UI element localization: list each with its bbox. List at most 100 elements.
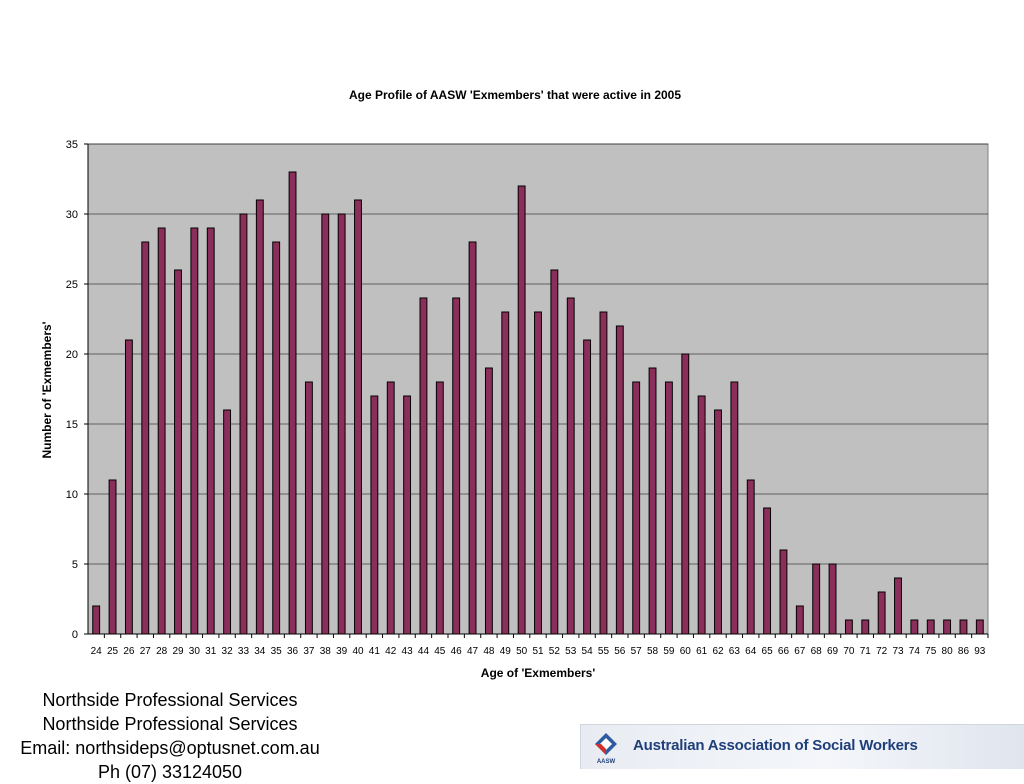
bar-age-33 bbox=[239, 213, 248, 635]
aasw-logo-banner: AASW Australian Association of Social Wo… bbox=[580, 724, 1024, 769]
bar-age-49 bbox=[501, 311, 510, 635]
y-tick-label: 15 bbox=[66, 419, 78, 431]
y-tick-label: 35 bbox=[66, 139, 78, 151]
x-tick-label: 58 bbox=[647, 646, 659, 657]
footer-line-2: Northside Professional Services bbox=[42, 714, 298, 734]
footer-email: Email: northsideps@optusnet.com.au bbox=[20, 738, 320, 758]
bar-age-47 bbox=[468, 241, 477, 635]
bar-age-48 bbox=[484, 367, 493, 635]
y-tick-label: 20 bbox=[66, 349, 78, 361]
bar-age-31 bbox=[206, 227, 215, 635]
bar-age-71 bbox=[861, 619, 870, 635]
x-tick-label: 36 bbox=[287, 646, 299, 657]
x-tick-label: 32 bbox=[222, 646, 234, 657]
x-tick-label: 75 bbox=[925, 646, 937, 657]
bars bbox=[92, 171, 984, 635]
bar-age-27 bbox=[141, 241, 150, 635]
bar-age-46 bbox=[452, 297, 461, 635]
x-tick-label: 39 bbox=[336, 646, 348, 657]
x-tick-label: 80 bbox=[942, 646, 954, 657]
x-tick-label: 93 bbox=[974, 646, 986, 657]
bar-age-52 bbox=[550, 269, 559, 635]
bar-age-55 bbox=[599, 311, 608, 635]
x-tick-label: 26 bbox=[123, 646, 135, 657]
bar-age-43 bbox=[403, 395, 412, 635]
x-tick-label: 24 bbox=[91, 646, 103, 657]
x-tick-label: 70 bbox=[843, 646, 855, 657]
bar-age-86 bbox=[959, 619, 968, 635]
x-tick-label: 69 bbox=[827, 646, 839, 657]
bar-age-62 bbox=[714, 409, 722, 635]
x-tick-label: 47 bbox=[467, 646, 479, 657]
bar-age-42 bbox=[386, 381, 395, 635]
x-tick-label: 55 bbox=[598, 646, 610, 657]
x-tick-label: 65 bbox=[762, 646, 774, 657]
bar-age-67 bbox=[795, 605, 804, 635]
x-axis-label: Age of 'Exmembers' bbox=[481, 666, 596, 680]
logo-text: Australian Association of Social Workers bbox=[633, 737, 918, 754]
x-tick-label: 43 bbox=[402, 646, 414, 657]
x-tick-label: 42 bbox=[385, 646, 397, 657]
x-tick-label: 44 bbox=[418, 646, 430, 657]
x-tick-label: 37 bbox=[303, 646, 315, 657]
bar-age-59 bbox=[664, 381, 673, 635]
x-tick-label: 49 bbox=[500, 646, 512, 657]
bar-chart: Age Profile of AASW 'Exmembers' that wer… bbox=[40, 88, 989, 680]
bar-age-58 bbox=[648, 367, 657, 635]
bar-age-56 bbox=[615, 325, 624, 635]
y-axis-ticks: 0 5 10 15 20 25 30 35 bbox=[66, 139, 88, 641]
bar-age-74 bbox=[910, 619, 919, 635]
chart-title: Age Profile of AASW 'Exmembers' that wer… bbox=[349, 88, 681, 102]
bar-age-51 bbox=[534, 311, 542, 635]
bar-age-50 bbox=[517, 185, 526, 635]
y-tick-label: 5 bbox=[72, 559, 78, 571]
y-tick-label: 0 bbox=[72, 629, 78, 641]
x-tick-label: 52 bbox=[549, 646, 561, 657]
bar-age-41 bbox=[370, 395, 379, 635]
x-tick-label: 31 bbox=[205, 646, 217, 657]
bar-age-34 bbox=[255, 199, 264, 635]
bar-age-63 bbox=[730, 381, 739, 635]
bar-age-53 bbox=[566, 297, 575, 635]
x-tick-label: 29 bbox=[172, 646, 184, 657]
footer-line-1: Northside Professional Services bbox=[42, 690, 298, 710]
x-tick-label: 68 bbox=[811, 646, 823, 657]
x-tick-label: 72 bbox=[876, 646, 888, 657]
x-tick-label: 54 bbox=[582, 646, 594, 657]
y-tick-label: 25 bbox=[66, 279, 78, 291]
x-tick-label: 71 bbox=[860, 646, 872, 657]
bar-age-57 bbox=[632, 381, 641, 635]
bar-age-60 bbox=[681, 353, 690, 635]
x-tick-label: 63 bbox=[729, 646, 741, 657]
x-tick-label: 86 bbox=[958, 646, 970, 657]
x-tick-label: 27 bbox=[140, 646, 152, 657]
bar-age-24 bbox=[92, 605, 101, 635]
gridlines bbox=[88, 143, 988, 565]
x-tick-label: 41 bbox=[369, 646, 381, 657]
x-tick-label: 30 bbox=[189, 646, 201, 657]
x-tick-label: 74 bbox=[909, 646, 921, 657]
bar-age-45 bbox=[435, 381, 444, 635]
bar-age-26 bbox=[124, 339, 133, 635]
bar-age-61 bbox=[697, 395, 706, 635]
x-axis-ticks: 24 25 26 27 28 29 30 31 32 33 34 35 36 37 38 39 40 41 42 43… bbox=[91, 634, 989, 657]
bar-age-38 bbox=[321, 213, 330, 635]
x-tick-label: 66 bbox=[778, 646, 790, 657]
bar-age-37 bbox=[304, 381, 313, 635]
x-tick-label: 40 bbox=[352, 646, 364, 657]
y-tick-label: 10 bbox=[66, 489, 78, 501]
bar-age-28 bbox=[157, 227, 166, 635]
x-tick-label: 38 bbox=[320, 646, 332, 657]
x-tick-label: 61 bbox=[696, 646, 708, 657]
x-tick-label: 57 bbox=[631, 646, 643, 657]
bar-age-40 bbox=[354, 199, 362, 635]
bar-age-93 bbox=[975, 619, 984, 635]
x-tick-label: 60 bbox=[680, 646, 692, 657]
logo-mark-text: AASW bbox=[597, 759, 616, 765]
x-tick-label: 45 bbox=[434, 646, 446, 657]
bar-age-72 bbox=[877, 591, 886, 635]
footer-contact: Northside Professional Services Northsid… bbox=[0, 688, 340, 784]
x-tick-label: 51 bbox=[532, 646, 544, 657]
x-tick-label: 33 bbox=[238, 646, 250, 657]
bar-age-66 bbox=[779, 549, 788, 635]
